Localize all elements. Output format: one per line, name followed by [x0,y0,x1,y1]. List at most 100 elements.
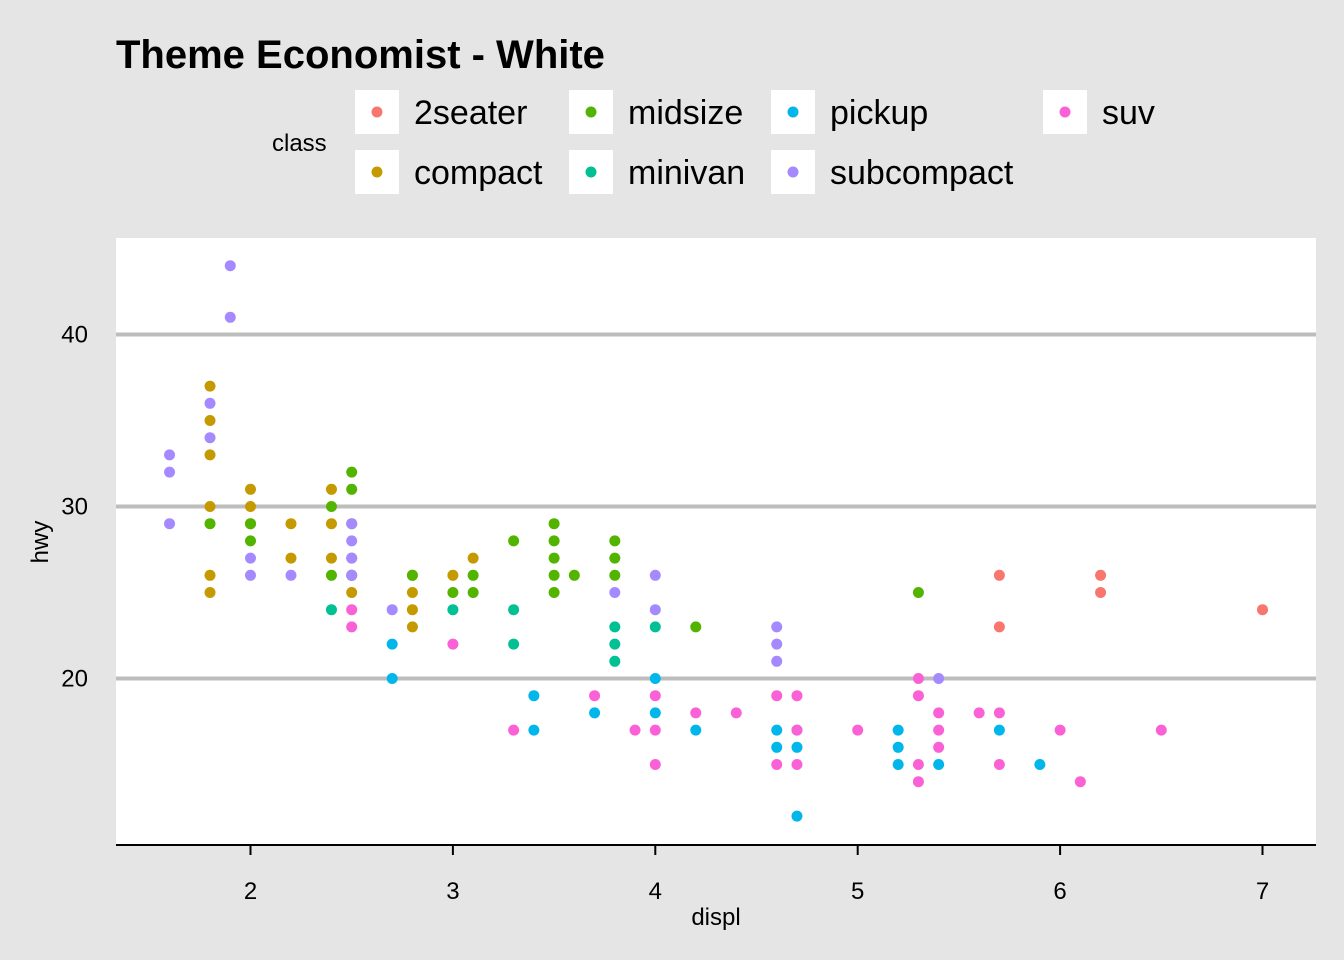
data-points [164,260,1268,822]
legend-label-pickup: pickup [830,94,928,132]
point-subcompact [649,569,661,581]
x-tick-label: 3 [446,878,459,905]
point-suv [690,707,702,719]
point-midsize [609,535,621,547]
point-subcompact [771,621,783,633]
point-suv [791,690,803,702]
point-suv [771,759,783,770]
point-midsize [548,587,560,598]
point-compact [325,483,337,495]
point-pickup [892,759,904,770]
point-pickup [386,673,398,684]
point-pickup [892,724,904,736]
point-suv [1074,776,1086,788]
point-compact [346,587,358,598]
point-2seater [1257,604,1268,616]
point-subcompact [245,569,256,581]
point-compact [325,552,337,564]
point-suv [649,690,661,702]
point-subcompact [609,587,621,598]
point-suv [629,724,641,736]
point-midsize [346,483,358,495]
legend-key-subcompact [787,166,799,178]
point-pickup [690,724,702,736]
x-axis-label: displ [691,904,740,931]
legend-key-pickup [787,106,799,118]
point-subcompact [224,260,236,272]
point-minivan [609,638,621,650]
point-midsize [447,587,459,598]
point-midsize [508,535,520,547]
point-suv [852,724,864,736]
point-midsize [912,587,924,598]
point-suv [649,759,661,770]
point-pickup [993,724,1005,736]
point-minivan [649,621,661,633]
point-suv [993,759,1005,770]
point-subcompact [649,604,661,616]
point-subcompact [164,466,176,478]
y-tick-label: 30 [61,494,88,521]
point-pickup [528,690,540,702]
legend-label-minivan: minivan [628,154,745,192]
x-axis-ticks: 2 3 4 5 6 7 [244,845,1269,905]
point-compact [204,449,216,461]
point-pickup [771,741,783,753]
point-midsize [609,552,621,564]
point-pickup [528,724,540,736]
legend-keys: 2seater compact midsize minivan pickup subcom… [355,90,1155,194]
point-midsize [690,621,702,633]
point-subcompact [346,518,358,530]
point-suv [933,724,945,736]
point-subcompact [285,569,297,581]
y-axis-ticks: 20 30 40 [61,322,88,693]
point-compact [325,518,337,530]
point-subcompact [204,397,216,409]
point-subcompact [346,535,358,547]
point-subcompact [245,552,256,564]
point-midsize [204,518,216,530]
point-suv [973,707,985,719]
point-minivan [447,604,459,616]
legend-label-subcompact: subcompact [830,154,1014,192]
point-pickup [649,673,661,684]
point-suv [730,707,742,719]
point-suv [912,690,924,702]
point-suv [508,724,520,736]
legend-key-suv [1059,106,1071,118]
point-suv [933,707,945,719]
x-tick-label: 6 [1053,878,1066,905]
point-midsize [467,587,479,598]
point-minivan [508,638,520,650]
point-suv [1155,724,1167,736]
point-pickup [933,759,945,770]
point-subcompact [204,432,216,444]
point-compact [406,604,418,616]
point-midsize [346,466,358,478]
plot-panel [116,238,1316,846]
point-suv [912,673,924,684]
point-compact [204,501,216,512]
point-subcompact [164,518,176,530]
point-suv [993,707,1005,719]
point-suv [791,759,803,770]
point-pickup [589,707,601,719]
point-subcompact [771,655,783,667]
point-suv [771,690,783,702]
legend-label-compact: compact [414,154,543,192]
legend-title: class [272,130,327,157]
point-suv [346,604,358,616]
y-tick-label: 20 [61,666,88,693]
point-midsize [548,569,560,581]
point-suv [912,759,924,770]
point-compact [285,518,297,530]
point-suv [791,724,803,736]
legend-label-suv: suv [1102,94,1155,132]
point-midsize [325,501,337,512]
x-tick-label: 7 [1256,878,1269,905]
point-pickup [771,724,783,736]
point-compact [285,552,297,564]
point-minivan [609,655,621,667]
point-suv [346,621,358,633]
